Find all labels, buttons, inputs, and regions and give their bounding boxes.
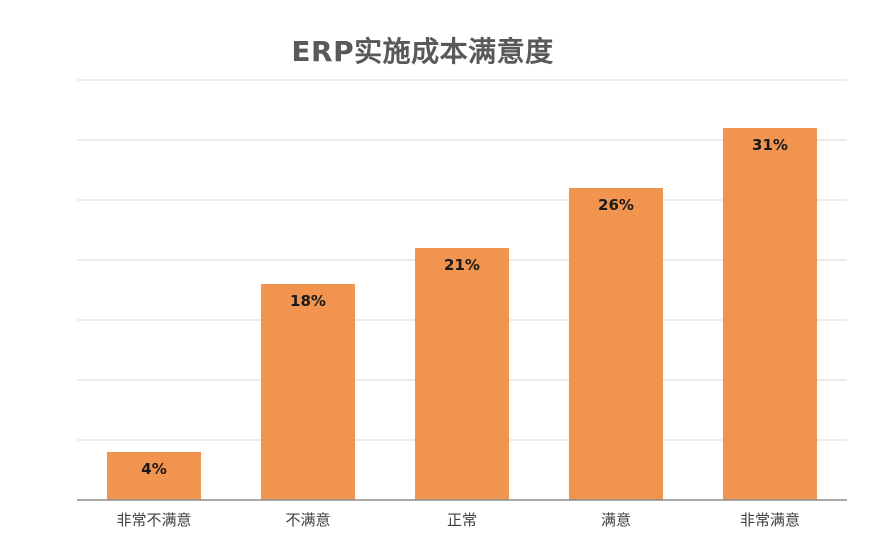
data-label: 21% — [444, 256, 480, 274]
data-labels: 4% 18% 21% 26% 31% — [141, 136, 788, 478]
bar-3 — [569, 188, 663, 500]
bar-0 — [107, 452, 201, 500]
x-tick-label: 满意 — [601, 511, 631, 529]
bar-1 — [261, 284, 355, 500]
chart-title: ERP实施成本满意度 — [291, 35, 554, 68]
x-tick-label: 非常不满意 — [116, 511, 191, 529]
data-label: 4% — [141, 460, 166, 478]
x-axis-tick-labels: 非常不满意 不满意 正常 满意 非常满意 — [116, 511, 800, 529]
data-label: 18% — [290, 292, 326, 310]
x-tick-label: 不满意 — [285, 511, 330, 529]
x-tick-label: 非常满意 — [740, 511, 800, 529]
bar-2 — [415, 248, 509, 500]
x-tick-label: 正常 — [447, 511, 477, 529]
data-label: 26% — [598, 196, 634, 214]
bar-4 — [723, 128, 817, 500]
data-label: 31% — [752, 136, 788, 154]
bars — [107, 128, 817, 500]
